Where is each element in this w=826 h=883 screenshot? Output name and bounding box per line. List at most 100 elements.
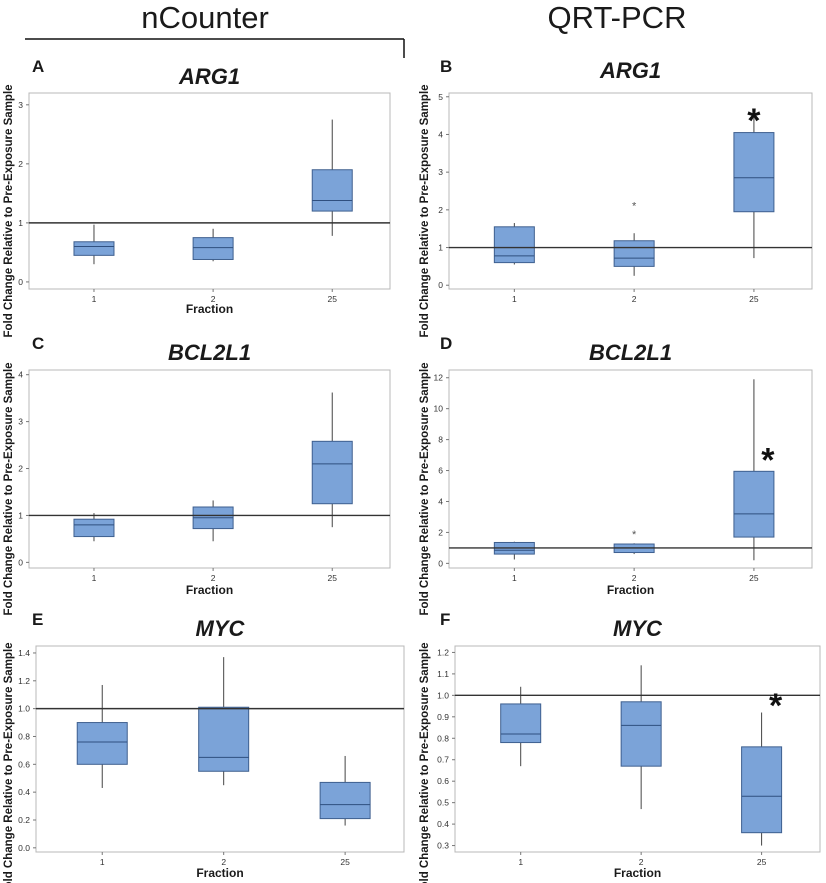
y-tick-label: 3 <box>18 417 23 427</box>
y-tick-label: 0 <box>438 280 443 290</box>
y-axis-label: Fold Change Relative to Pre-Exposure Sam… <box>419 642 431 883</box>
box-1 <box>493 541 535 560</box>
y-tick-label: 0 <box>438 558 443 568</box>
y-tick-label: 0.4 <box>437 819 449 829</box>
box-iqr <box>73 241 115 256</box>
box-iqr <box>613 240 655 267</box>
y-axis-label: Fold Change Relative to Pre-Exposure Sam… <box>3 84 15 337</box>
box-iqr <box>198 706 250 772</box>
y-tick-label: 4 <box>438 496 443 506</box>
box-1 <box>73 513 115 542</box>
x-tick-label: 1 <box>512 573 517 583</box>
box-2 <box>613 543 655 555</box>
y-tick-label: 0 <box>18 557 23 567</box>
y-tick-label: 0.8 <box>437 733 449 743</box>
y-tick-label: 1 <box>18 218 23 228</box>
box-iqr <box>741 746 783 834</box>
box-2 <box>620 665 662 810</box>
box-1 <box>73 224 115 265</box>
y-tick-label: 0.2 <box>18 815 30 825</box>
y-axis-label: Fold Change Relative to Pre-Exposure Sam… <box>3 362 15 615</box>
box-iqr <box>493 226 535 264</box>
panel-title: ARG1 <box>178 64 240 89</box>
y-tick-label: 0.4 <box>18 787 30 797</box>
y-tick-label: 12 <box>434 373 444 383</box>
x-axis-label: Fraction <box>186 302 233 316</box>
box-25 <box>311 119 353 236</box>
y-tick-label: 1.2 <box>437 647 449 657</box>
x-tick-label: 2 <box>221 857 226 867</box>
panel-letter: A <box>32 57 44 76</box>
box-25 <box>319 755 371 826</box>
box-2 <box>198 657 250 786</box>
box-2 <box>613 233 655 276</box>
x-tick-label: 1 <box>92 294 97 304</box>
box-iqr <box>311 440 353 505</box>
y-tick-label: 8 <box>438 435 443 445</box>
x-tick-label: 25 <box>749 573 759 583</box>
y-tick-label: 5 <box>438 92 443 102</box>
x-tick-label: 25 <box>328 573 338 583</box>
box-iqr <box>733 470 775 538</box>
plot-frame <box>448 369 813 569</box>
panel-b: B ARG1 Fold Change Relative to Pre-Exposur… <box>419 57 813 338</box>
panel-c: C BCL2L1 Fold Change Relative to Pre-Expos… <box>3 334 391 616</box>
column-title-ncounter: nCounter <box>141 0 269 35</box>
panel-letter: E <box>32 610 43 629</box>
x-tick-label: 2 <box>632 573 637 583</box>
y-tick-label: 4 <box>438 129 443 139</box>
panel-e: E MYC Fold Change Relative to Pre-Exposure… <box>3 610 405 883</box>
box-25 <box>741 712 783 846</box>
box-iqr <box>500 703 542 744</box>
significance-star: * <box>769 687 783 725</box>
y-tick-label: 0.3 <box>437 841 449 851</box>
y-tick-label: 3 <box>438 167 443 177</box>
panel-title: MYC <box>196 616 246 641</box>
y-tick-label: 6 <box>438 466 443 476</box>
y-tick-label: 0.7 <box>437 755 449 765</box>
panel-d: D BCL2L1 Fold Change Relative to Pre-Expos… <box>419 334 813 616</box>
panel-a: A ARG1 Fold Change Relative to Pre-Exposur… <box>3 57 391 338</box>
y-tick-label: 2 <box>438 527 443 537</box>
significance-star: * <box>761 441 775 479</box>
y-tick-label: 1.1 <box>437 669 449 679</box>
x-tick-label: 2 <box>211 294 216 304</box>
panel-title: BCL2L1 <box>168 340 251 365</box>
box-1 <box>76 684 128 788</box>
y-tick-label: 0 <box>18 277 23 287</box>
x-tick-label: 25 <box>340 857 350 867</box>
y-tick-label: 0.9 <box>437 712 449 722</box>
y-tick-label: 1.0 <box>437 690 449 700</box>
y-tick-label: 10 <box>434 404 444 414</box>
plot-frame <box>448 92 813 290</box>
panel-title: MYC <box>613 616 663 641</box>
y-tick-label: 1 <box>438 243 443 253</box>
plot-frame <box>35 645 405 853</box>
y-axis-label: Fold Change Relative to Pre-Exposure Sam… <box>419 84 431 337</box>
y-tick-label: 1 <box>18 510 23 520</box>
y-tick-label: 0.6 <box>437 776 449 786</box>
panels: A ARG1 Fold Change Relative to Pre-Exposur… <box>3 57 821 883</box>
y-tick-label: 1.2 <box>18 676 30 686</box>
x-tick-label: 2 <box>639 857 644 867</box>
panel-letter: B <box>440 57 452 76</box>
y-tick-label: 3 <box>18 100 23 110</box>
panel-title: ARG1 <box>599 58 661 83</box>
y-tick-label: 0.5 <box>437 798 449 808</box>
y-tick-label: 1.4 <box>18 648 30 658</box>
x-tick-label: 1 <box>518 857 523 867</box>
x-axis-label: Fraction <box>196 866 243 880</box>
box-25 <box>733 116 775 259</box>
y-tick-label: 4 <box>18 370 23 380</box>
outlier-marker: * <box>632 529 637 541</box>
column-title-qrt-pcr: QRT-PCR <box>548 0 687 35</box>
box-iqr <box>733 132 775 213</box>
x-tick-label: 25 <box>749 294 759 304</box>
y-tick-label: 0.6 <box>18 759 30 769</box>
y-tick-label: 2 <box>18 159 23 169</box>
panel-letter: F <box>440 610 450 629</box>
y-tick-label: 0.0 <box>18 843 30 853</box>
y-axis-label: Fold Change Relative to Pre-Exposure Sam… <box>419 362 431 615</box>
y-tick-label: 0.8 <box>18 731 30 741</box>
